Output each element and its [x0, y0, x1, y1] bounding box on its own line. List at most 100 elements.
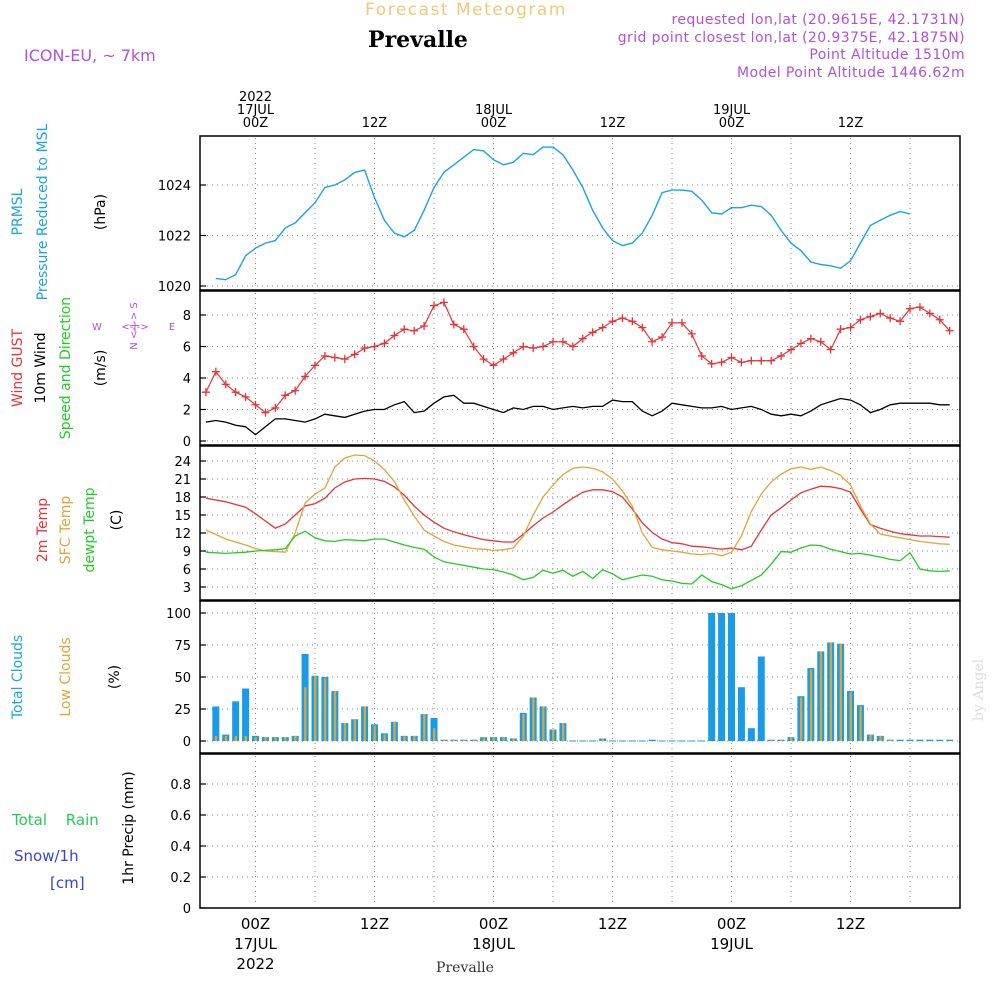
low-cloud-bar [383, 734, 386, 741]
y-tick-label: 4 [183, 372, 191, 387]
y-tick-label: 75 [174, 639, 191, 654]
footer-location: Prevalle [436, 960, 494, 976]
gust-marker [499, 355, 508, 364]
gust-marker [459, 325, 468, 334]
total-cloud-bar [648, 739, 656, 741]
gust-marker [796, 339, 805, 348]
low-cloud-bar [532, 697, 535, 741]
time-label-bottom: 12Z [598, 915, 627, 933]
gust-marker [777, 351, 786, 360]
gust-marker [449, 320, 458, 329]
gust-marker [945, 326, 954, 335]
panel-frame [199, 290, 961, 446]
gust-marker [707, 359, 716, 368]
time-label-top: 00Z [481, 116, 507, 131]
y-tick-label: 9 [183, 545, 191, 560]
y-tick-label: 15 [174, 509, 191, 524]
gust-marker [251, 400, 260, 409]
y-tick-label: 1024 [158, 179, 191, 194]
y-tick-label: 0.6 [170, 809, 191, 824]
low-cloud-bar [839, 643, 843, 741]
low-cloud-bar [849, 692, 852, 741]
low-cloud-bar [780, 739, 783, 741]
gust-marker [608, 317, 617, 326]
low-cloud-bar [829, 642, 833, 741]
gust-marker [261, 408, 270, 417]
y-tick-label: 3 [183, 581, 191, 596]
bottom-time-axis: 00Z 17JUL 2022 12Z 00Z 18JUL 12Z 00Z 19JUL 12Z [234, 915, 865, 973]
time-label-top: 18JUL [475, 103, 513, 118]
panel-frame [199, 753, 961, 909]
pressure-label-2: Pressure Reduced to MSL [35, 123, 51, 300]
chart-title: Forecast Meteogram [365, 0, 567, 20]
point-altitude: Point Altitude 1510m [809, 47, 965, 63]
wind-10m-label: 10m Wind [33, 332, 49, 403]
gust-marker [380, 339, 389, 348]
pressure-line [215, 146, 911, 281]
low-cloud-bar [482, 737, 485, 741]
time-label-top: 12Z [600, 116, 626, 131]
low-cloud-bar [492, 737, 495, 741]
low-cloud-bar [869, 734, 872, 741]
time-label-bottom: 17JUL [234, 935, 277, 953]
low-cloud-bar [452, 739, 456, 741]
gust-marker [489, 361, 498, 370]
gust-marker [539, 342, 548, 351]
gust-marker [648, 337, 657, 346]
precip-unit: 1hr Precip (mm) [121, 771, 137, 884]
gust-marker [211, 367, 220, 376]
total-cloud-bar [896, 739, 904, 741]
t2m-line [205, 477, 950, 551]
low-cloud-bar [373, 725, 376, 741]
low-cloud-bar [462, 739, 466, 741]
grid-lines [202, 138, 958, 906]
gust-marker [876, 309, 885, 318]
gust-marker [737, 358, 746, 367]
gust-marker [340, 355, 349, 364]
low-cloud-bar [442, 739, 446, 741]
total-cloud-bar [936, 739, 944, 741]
y-tick-label: 0 [183, 735, 191, 750]
temp-series [205, 454, 950, 590]
low-cloud-bar [561, 723, 565, 741]
total-cloud-bar [708, 613, 716, 741]
low-cloud-bar [314, 675, 317, 741]
time-label-bottom: 19JUL [710, 935, 753, 953]
gust-marker [400, 325, 409, 334]
low-cloud-bar [770, 739, 773, 741]
low-cloud-bar [472, 739, 476, 741]
gridpoint-coords: grid point closest lon,lat (20.9375E, 42… [618, 30, 965, 46]
gust-marker [271, 403, 280, 412]
gust-marker [529, 344, 538, 353]
low-cloud-bar [294, 735, 297, 741]
gust-marker [866, 312, 875, 321]
y-tick-label: 6 [183, 341, 191, 356]
pressure-label: PRMSL [10, 188, 26, 235]
low-cloud-bar [274, 737, 277, 741]
time-label-top: 2022 [239, 90, 272, 105]
gust-marker [697, 351, 706, 360]
time-label-top: 00Z [243, 116, 269, 131]
gust-marker [886, 314, 895, 323]
total-cloud-bar [728, 613, 736, 741]
time-label-bottom: 2022 [236, 955, 274, 973]
gust-marker [757, 356, 766, 365]
total-cloud-bar [232, 701, 240, 741]
gust-marker [668, 318, 677, 327]
gust-marker [469, 342, 478, 351]
gust-marker [767, 356, 776, 365]
gust-marker [935, 315, 944, 324]
gust-line [205, 301, 951, 414]
low-cloud-bar [284, 737, 287, 741]
low-cloud-bar [552, 729, 555, 741]
gust-marker [677, 318, 686, 327]
gust-marker [856, 315, 865, 324]
low-cloud-bar [423, 714, 426, 741]
low-cloud-bar [889, 739, 892, 741]
gust-marker [727, 353, 736, 362]
low-cloud-bar [859, 706, 862, 741]
gust-marker [370, 342, 379, 351]
y-tick-label: 8 [183, 309, 191, 324]
model-label: ICON-EU, ~ 7km [24, 46, 156, 65]
time-label-top: 00Z [719, 116, 745, 131]
